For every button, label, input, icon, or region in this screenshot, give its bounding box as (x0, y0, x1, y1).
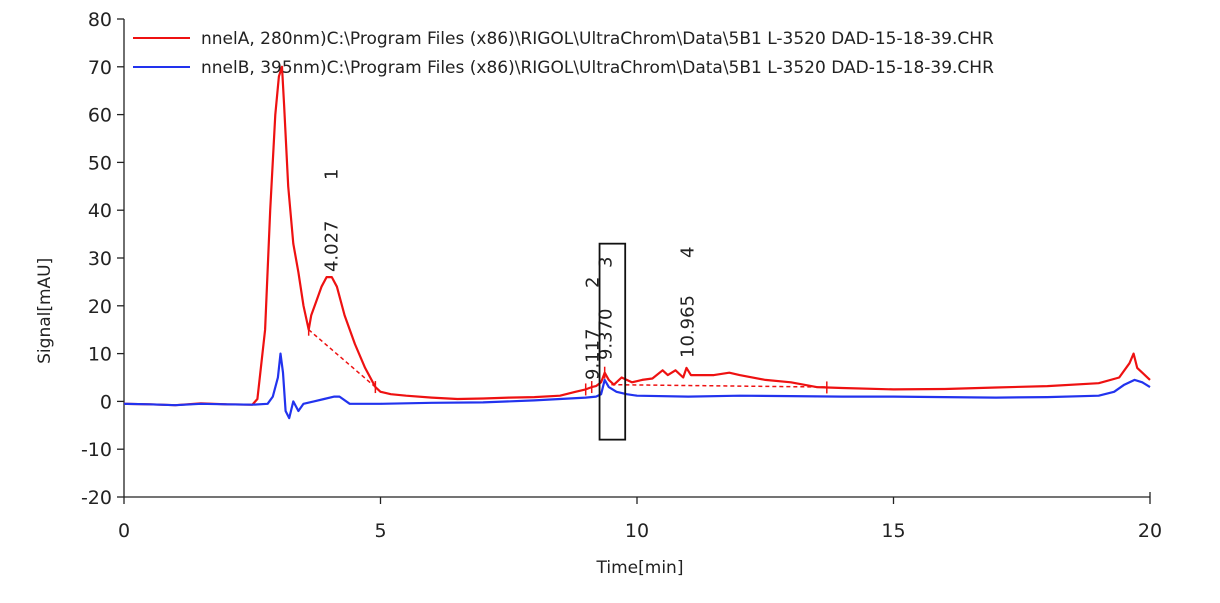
y-tick-label: 0 (100, 391, 112, 413)
x-tick-label: 20 (1138, 520, 1162, 542)
peak-number-label: 1 (322, 169, 343, 180)
y-tick-label: 70 (88, 57, 112, 79)
baseline-segment (308, 329, 376, 388)
y-tick-label: 60 (88, 105, 112, 127)
x-tick-label: 10 (625, 520, 649, 542)
legend-label-channel-a: nnelA, 280nm)C:\Program Files (x86)\RIGO… (201, 29, 994, 49)
legend-label-channel-b: nnelB, 395nm)C:\Program Files (x86)\RIGO… (201, 58, 994, 78)
highlight-box (598, 242, 627, 441)
x-tick-label: 15 (881, 520, 905, 542)
peak-retention-time-label: 4.027 (322, 220, 343, 272)
series-line-channel-a (123, 65, 1151, 407)
x-tick-label: 0 (118, 520, 130, 542)
y-tick-label: -10 (81, 439, 112, 461)
peak-retention-time-label: 9.370 (596, 308, 617, 360)
y-tick-label: 50 (88, 152, 112, 174)
y-tick-label: 30 (88, 248, 112, 270)
x-axis-title: Time[min] (596, 558, 684, 578)
x-tick-label: 5 (374, 520, 386, 542)
peak-number-label: 3 (596, 257, 617, 268)
peak-retention-time-label: 10.965 (678, 295, 699, 358)
baseline-segment (611, 383, 827, 388)
y-tick-label: -20 (81, 487, 112, 509)
y-axis-title: Signal[mAU] (35, 258, 55, 364)
peak-number-label: 4 (678, 247, 699, 258)
peak-retention-time-label: 9.117 (583, 328, 604, 380)
y-tick-label: 80 (88, 9, 112, 31)
y-tick-label: 20 (88, 296, 112, 318)
y-tick-label: 40 (88, 200, 112, 222)
y-tick-label: 10 (88, 344, 112, 366)
peak-number-label: 2 (583, 277, 604, 288)
series-line-channel-b (123, 352, 1151, 420)
